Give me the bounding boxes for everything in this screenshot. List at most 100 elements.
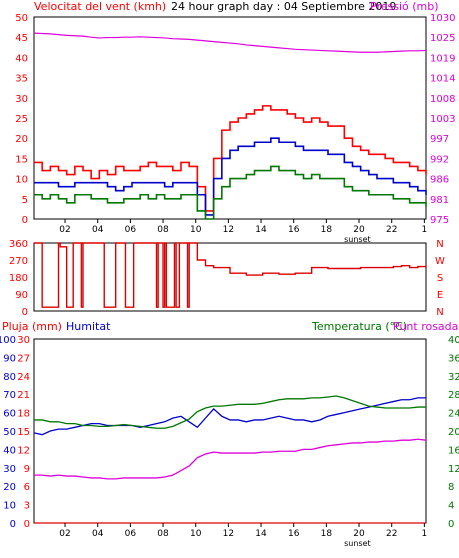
wind-x-tick-label: 06 bbox=[125, 225, 137, 235]
climate-x-tick-label: 12 bbox=[223, 529, 234, 539]
pressure-y-tick-label: 1003 bbox=[430, 114, 455, 125]
rain-y-tick-label: 9 bbox=[24, 464, 30, 475]
climate-x-tick-label: 08 bbox=[157, 529, 169, 539]
wind-panel bbox=[33, 16, 427, 220]
direction-panel bbox=[33, 242, 427, 312]
temperature-line bbox=[34, 395, 426, 429]
rain-y-tick-label: 24 bbox=[17, 372, 30, 383]
wind-y-tick-label: 5 bbox=[22, 195, 28, 206]
direction-y-tick-label: 180 bbox=[9, 273, 28, 284]
humidity-y-tick-label: 80 bbox=[3, 372, 16, 383]
humidity-line bbox=[33, 397, 426, 436]
wind-y-tick-label: 15 bbox=[15, 154, 28, 165]
climate-sunset-label: sunset bbox=[344, 539, 371, 548]
climate-x-tick-label: 06 bbox=[125, 529, 137, 539]
rain-axis-label: Pluja (mm) bbox=[2, 320, 62, 333]
rain-y-tick-label: 0 bbox=[24, 519, 30, 530]
rain-y-tick-label: 30 bbox=[17, 335, 30, 346]
wind-x-tick-label: 20 bbox=[353, 225, 365, 235]
humidity-y-tick-label: 40 bbox=[3, 445, 16, 456]
wind-x-tick-label: 08 bbox=[157, 225, 169, 235]
wind-x-tick-label: 16 bbox=[288, 225, 300, 235]
climate-x-tick-label: 18 bbox=[321, 529, 333, 539]
wind-y-tick-label: 0 bbox=[22, 215, 28, 226]
rain-y-tick-label: 27 bbox=[17, 353, 30, 364]
humidity-y-tick-label: 0 bbox=[10, 519, 16, 530]
wind-x-tick-label: 10 bbox=[190, 225, 202, 235]
climate-x-tick-label: 14 bbox=[255, 529, 267, 539]
humidity-y-tick-label: 90 bbox=[3, 353, 16, 364]
rain-y-tick-label: 18 bbox=[17, 409, 30, 420]
temperature-y-tick-label: 4 bbox=[448, 501, 454, 512]
temperature-y-tick-label: 8 bbox=[448, 482, 454, 493]
wind-x-tick-label: 14 bbox=[255, 225, 267, 235]
humidity-y-tick-label: 50 bbox=[3, 427, 16, 438]
direction-compass-label: N bbox=[436, 307, 443, 318]
humidity-y-tick-label: 100 bbox=[0, 335, 16, 346]
rain-y-tick-label: 3 bbox=[24, 501, 30, 512]
rain-y-tick-label: 6 bbox=[24, 482, 30, 493]
wind-y-tick-label: 10 bbox=[15, 175, 28, 186]
climate-x-tick-label: 10 bbox=[190, 529, 202, 539]
direction-y-tick-label: 270 bbox=[9, 256, 28, 267]
climate-x-tick-label: 16 bbox=[288, 529, 300, 539]
wind-x-tick-label: 12 bbox=[223, 225, 234, 235]
pressure-y-tick-label: 986 bbox=[430, 175, 449, 186]
wind-axis-label: Velocitat del vent (kmh) bbox=[34, 0, 166, 13]
pressure-y-tick-label: 997 bbox=[430, 134, 449, 145]
temperature-y-tick-label: 20 bbox=[448, 427, 459, 438]
wind-min-line bbox=[34, 165, 427, 220]
temperature-y-tick-label: 28 bbox=[448, 390, 459, 401]
dewpoint-line bbox=[34, 438, 427, 480]
temperature-y-tick-label: 32 bbox=[448, 372, 459, 383]
wind-y-tick-label: 40 bbox=[15, 53, 28, 64]
temperature-y-tick-label: 0 bbox=[448, 519, 454, 530]
climate-panel bbox=[33, 338, 427, 524]
temperature-y-tick-label: 36 bbox=[448, 353, 459, 364]
direction-compass-label: E bbox=[437, 290, 443, 301]
pressure-y-tick-label: 975 bbox=[430, 215, 449, 226]
wind-direction-line bbox=[34, 242, 427, 308]
direction-y-tick-label: 360 bbox=[9, 239, 28, 250]
temperature-y-tick-label: 40 bbox=[448, 335, 459, 346]
rain-y-tick-label: 21 bbox=[17, 390, 30, 401]
wind-gust-line bbox=[34, 105, 427, 212]
wind-x-tick-label: 22 bbox=[386, 225, 397, 235]
humidity-y-tick-label: 20 bbox=[3, 482, 16, 493]
wind-y-tick-label: 20 bbox=[15, 134, 28, 145]
pressure-y-tick-label: 1025 bbox=[430, 33, 455, 44]
wind-x-tick-label: 02 bbox=[59, 225, 70, 235]
humidity-y-tick-label: 30 bbox=[3, 464, 16, 475]
humidity-y-tick-label: 10 bbox=[3, 501, 16, 512]
direction-compass-label: W bbox=[435, 256, 445, 267]
direction-y-tick-label: 90 bbox=[15, 290, 28, 301]
wind-y-tick-label: 35 bbox=[15, 74, 28, 85]
wind-x-tick-label: 04 bbox=[92, 225, 104, 235]
climate-x-tick-label: 22 bbox=[386, 529, 397, 539]
humidity-y-tick-label: 70 bbox=[3, 390, 16, 401]
dewpoint-axis-label: Punt rosada bbox=[393, 320, 458, 333]
temperature-y-tick-label: 12 bbox=[448, 464, 459, 475]
pressure-y-tick-label: 992 bbox=[430, 154, 449, 165]
wind-y-tick-label: 30 bbox=[15, 94, 28, 105]
wind-sunset-label: sunset bbox=[344, 235, 371, 244]
pressure-line bbox=[33, 32, 427, 53]
wind-y-tick-label: 25 bbox=[15, 114, 28, 125]
climate-x-tick-label: 04 bbox=[92, 529, 104, 539]
direction-compass-label: S bbox=[437, 273, 443, 284]
humidity-axis-label: Humitat bbox=[66, 320, 111, 333]
humidity-y-tick-label: 60 bbox=[3, 409, 16, 420]
wind-y-tick-label: 50 bbox=[15, 13, 28, 24]
pressure-axis-label: Pressió (mb) bbox=[370, 0, 439, 13]
wind-average-line bbox=[34, 137, 427, 216]
temperature-y-tick-label: 16 bbox=[448, 445, 459, 456]
pressure-y-tick-label: 1008 bbox=[430, 94, 455, 105]
climate-x-tick-label: 20 bbox=[353, 529, 365, 539]
direction-compass-label: N bbox=[436, 239, 443, 250]
temperature-y-tick-label: 24 bbox=[448, 409, 459, 420]
rain-y-tick-label: 15 bbox=[17, 427, 30, 438]
climate-x-tick-label: 1 bbox=[421, 529, 427, 539]
pressure-y-tick-label: 981 bbox=[430, 195, 449, 206]
pressure-y-tick-label: 1030 bbox=[430, 13, 455, 24]
